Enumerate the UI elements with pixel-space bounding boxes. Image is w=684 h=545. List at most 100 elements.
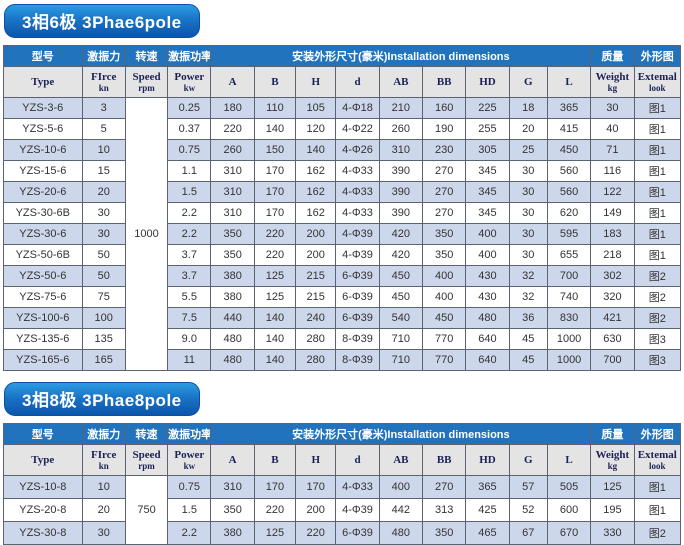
cell-g: 30 [508, 160, 548, 182]
cell-force: 50 [81, 265, 126, 287]
table-row: YZS-3-6 3 1000 0.25 180 110 105 4-Φ18 210 160 225 1… [3, 97, 682, 371]
weight-label: Weight [595, 448, 630, 461]
table-row: YZS-15-6 15 1.1 310 170 162 4-Φ33 390 270 345 30 56… [3, 160, 682, 182]
cell-force: 100 [81, 307, 126, 329]
table-row: YZS-10-6 10 0.75 260 150 140 4-Φ26 310 230 305 25 4… [3, 139, 682, 161]
col-header-weight: Weight kg [590, 444, 635, 476]
cell-force: 15 [81, 160, 126, 182]
cell-power: 5.5 [167, 286, 212, 308]
cell-g: 45 [508, 328, 548, 350]
force-label: FIrce [90, 70, 117, 83]
cell-b: 220 [253, 244, 297, 266]
cell-b: 150 [253, 139, 297, 161]
power-unit: kw [183, 82, 196, 93]
cell-hd: 425 [465, 498, 510, 522]
cell-power: 0.75 [167, 475, 212, 499]
col-header-speed-cn: 转速 [124, 423, 169, 445]
cell-type: YZS-3-6 [3, 97, 83, 119]
cell-g: 67 [508, 521, 548, 545]
cell-a: 380 [210, 286, 255, 308]
cell-bb: 350 [421, 244, 467, 266]
col-header-weight: Weight kg [590, 66, 635, 98]
col-header-weight-cn: 质量 [590, 423, 635, 445]
cell-g: 57 [508, 475, 548, 499]
cell-h: 220 [295, 521, 337, 545]
section-8pole: 3相8极 3Phae8pole 型号 激振力 转速 激振功率 安装外形尺寸(豪米… [2, 380, 682, 545]
cell-look: 图2 [633, 521, 682, 545]
cell-h: 120 [295, 118, 337, 140]
col-header-power-cn: 激振功率 [167, 45, 212, 67]
cell-type: YZS-20-8 [3, 498, 83, 522]
cell-l: 620 [546, 202, 592, 224]
cell-ab: 540 [378, 307, 424, 329]
cell-power: 3.7 [167, 265, 212, 287]
col-header-dim-l: L [546, 444, 592, 476]
col-header-type: Type [3, 444, 83, 476]
cell-d: 4-Φ39 [335, 244, 380, 266]
cell-b: 170 [253, 202, 297, 224]
cell-d: 6-Φ39 [335, 521, 380, 545]
cell-speed: 1000 [124, 97, 169, 371]
cell-weight: 195 [590, 498, 635, 522]
cell-l: 415 [546, 118, 592, 140]
cell-power: 2.2 [167, 521, 212, 545]
cell-weight: 700 [590, 349, 635, 371]
cell-l: 600 [546, 498, 592, 522]
col-header-speed-cn: 转速 [124, 45, 169, 67]
cell-a: 220 [210, 118, 255, 140]
cell-l: 1000 [546, 349, 592, 371]
col-header-force-cn: 激振力 [81, 45, 126, 67]
cell-a: 350 [210, 498, 255, 522]
cell-look: 图2 [633, 286, 682, 308]
cell-ab: 390 [378, 202, 424, 224]
cell-hd: 345 [465, 181, 510, 203]
cell-b: 170 [253, 160, 297, 182]
force-label: FIrce [90, 448, 117, 461]
cell-b: 140 [253, 118, 297, 140]
cell-force: 3 [81, 97, 126, 119]
col-header-dim-g: G [508, 444, 548, 476]
col-header-dim-l: L [546, 66, 592, 98]
speed-label: Speed [132, 70, 161, 83]
cell-power: 11 [167, 349, 212, 371]
header-row-cn: 型号 激振力 转速 激振功率 安装外形尺寸(豪米)Installation di… [3, 45, 682, 67]
cell-type: YZS-50-6 [3, 265, 83, 287]
cell-h: 280 [295, 328, 337, 350]
cell-power: 1.5 [167, 181, 212, 203]
weight-unit: kg [607, 460, 618, 471]
spec-table-6pole: 型号 激振力 转速 激振功率 安装外形尺寸(豪米)Installation di… [3, 45, 682, 371]
cell-ab: 450 [378, 265, 424, 287]
col-header-model-cn: 型号 [3, 423, 83, 445]
col-header-dim-ab: AB [378, 444, 424, 476]
cell-look: 图1 [633, 97, 682, 119]
cell-hd: 225 [465, 97, 510, 119]
cell-force: 30 [81, 223, 126, 245]
cell-a: 260 [210, 139, 255, 161]
look-unit: look [649, 82, 666, 93]
cell-h: 170 [295, 475, 337, 499]
speed-label: Speed [132, 448, 161, 461]
cell-look: 图1 [633, 181, 682, 203]
table-row: YZS-165-6 165 11 480 140 280 8-Φ39 710 770 640 45 1… [3, 349, 682, 371]
section-title-8pole: 3相8极 3Phae8pole [4, 382, 200, 416]
cell-h: 105 [295, 97, 337, 119]
cell-d: 4-Φ33 [335, 202, 380, 224]
cell-bb: 350 [421, 223, 467, 245]
cell-hd: 365 [465, 475, 510, 499]
cell-h: 140 [295, 139, 337, 161]
cell-g: 30 [508, 181, 548, 203]
col-header-model-cn: 型号 [3, 45, 83, 67]
cell-type: YZS-15-6 [3, 160, 83, 182]
cell-hd: 430 [465, 265, 510, 287]
cell-d: 4-Φ33 [335, 160, 380, 182]
cell-force: 75 [81, 286, 126, 308]
cell-weight: 116 [590, 160, 635, 182]
col-header-install-dims: 安装外形尺寸(豪米)Installation dimensions [210, 423, 592, 445]
cell-h: 240 [295, 307, 337, 329]
cell-power: 2.2 [167, 202, 212, 224]
cell-type: YZS-30-6 [3, 223, 83, 245]
cell-weight: 122 [590, 181, 635, 203]
cell-ab: 400 [378, 475, 424, 499]
cell-type: YZS-100-6 [3, 307, 83, 329]
cell-force: 50 [81, 244, 126, 266]
